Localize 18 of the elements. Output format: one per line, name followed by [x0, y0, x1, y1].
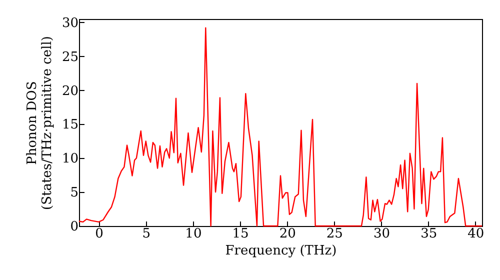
x-tick-label: 0	[95, 226, 104, 242]
x-tick-label: 20	[279, 226, 296, 242]
x-axis-title: Frequency (THz)	[225, 244, 337, 258]
y-tick-label: 25	[62, 50, 78, 65]
x-tick-label: 10	[185, 226, 202, 242]
x-tick-label: 15	[232, 226, 249, 242]
y-tick-label: 15	[62, 118, 78, 133]
y-tick-label: 5	[70, 186, 78, 201]
y-axis-title: Phonon DOS (States/THz·primitive cell)	[24, 36, 55, 210]
x-tick-label: 40	[468, 226, 484, 242]
y-tick-label: 10	[62, 152, 78, 167]
y-tick-label: 30	[62, 16, 78, 31]
x-tick-label: 25	[326, 226, 343, 242]
x-tick-label: 5	[142, 226, 150, 242]
x-tick-label: 30	[373, 226, 390, 242]
y-tick-label: 20	[62, 84, 78, 99]
x-tick-label: 35	[420, 226, 438, 242]
line-series	[78, 27, 483, 227]
